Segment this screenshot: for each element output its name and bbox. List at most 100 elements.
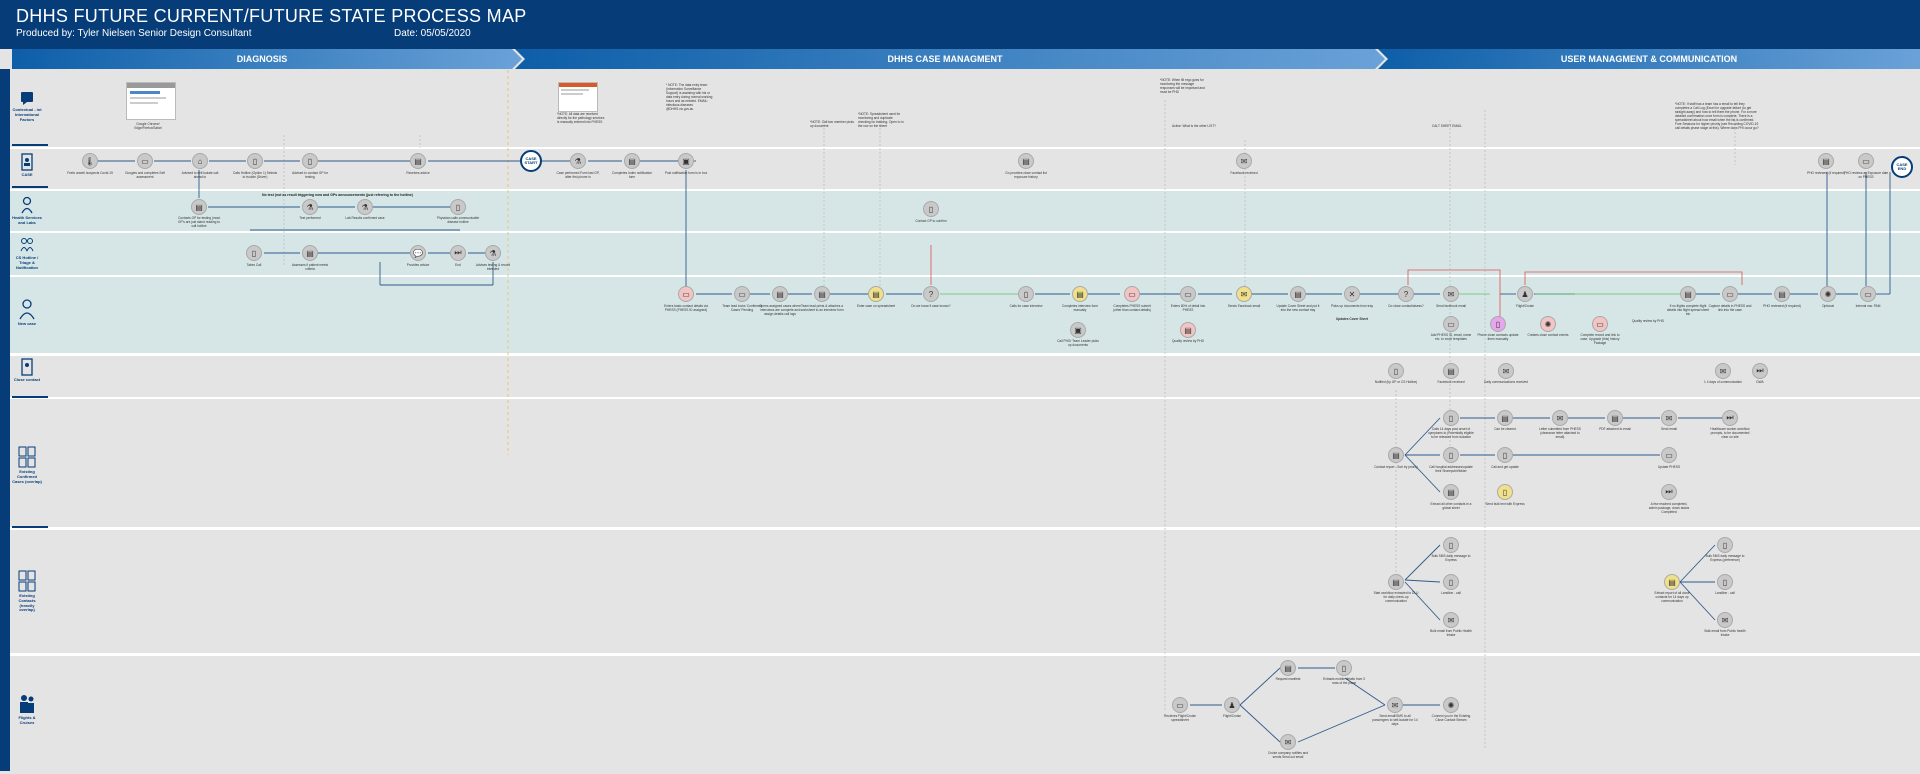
email-icon: ✉ [1715,363,1731,379]
node-caption: Contact report - Sort by priority [1374,465,1418,469]
node-caption: Bulk SMS daily message to Express (prefe… [1705,554,1745,562]
node-caption: Advises testing & record intended [475,263,511,271]
network-alert-icon: ✺ [1540,316,1556,332]
document-alert-icon: ▤ [1180,322,1196,338]
email-icon: ✉ [1661,410,1677,426]
node-caption: Bulk email from Public Health Intake [1430,629,1472,637]
travellers-icon: ♟ [1517,286,1533,302]
node-caption: Update Cover Sheet and put it into the n… [1276,304,1320,312]
node-caption: Send email [1661,427,1677,431]
email-icon: ✉ [1552,410,1568,426]
spreadsheet-icon: ▤ [868,286,884,302]
document-icon: ▤ [1388,447,1404,463]
question-icon: ? [1398,286,1414,302]
node-caption: Completes Index notification form [611,171,653,179]
email-icon: ✉ [1236,286,1252,302]
document-icon: ▤ [814,286,830,302]
node-caption: End [455,263,461,267]
left-strip [0,69,10,771]
document-icon: ▤ [1443,363,1459,379]
email-icon: ✉ [1236,153,1252,169]
node-caption: Receives advice [406,171,430,175]
group-grid-icon [18,570,36,592]
header-bar: DHHS FUTURE CURRENT/FUTURE STATE PROCESS… [0,0,1920,49]
node-caption: Takes Call [246,263,262,267]
node-caption: Team lead looks 'Confirmed Cases' Pendin… [722,304,762,312]
end-icon: ⏭ [1661,484,1677,500]
node-caption: Test performed [299,216,321,220]
phone-icon: ▯ [302,153,318,169]
hotline-people-icon [20,238,34,252]
browser-screenshot-image [126,82,176,120]
email-icon: ✉ [1498,363,1514,379]
document-icon: ▤ [1607,410,1623,426]
document-icon: ▤ [624,153,640,169]
lane-label-existing-confirmed: Existing Confirmed Cases (overlap) [12,446,42,484]
monitor-alert-icon: ▭ [1592,316,1608,332]
document-icon: ▤ [1443,484,1459,500]
phone-icon: ▯ [1336,660,1352,676]
note-active: Active: What is the other LIST? [1172,124,1216,128]
node-caption: Sends Facebook email [1227,304,1261,308]
node-caption: Do close contact/aisess? [1388,304,1424,308]
node-caption: Calls Hotline (Option 1) Selects to trou… [232,171,278,179]
end-icon: ⏭ [1752,363,1768,379]
phone-icon: ▯ [247,153,263,169]
node-caption: Contacts GP for testing (most GP's are j… [178,216,220,228]
phone-icon: ▯ [1717,574,1733,590]
person-badge-icon [21,153,33,171]
monitor-icon: ▭ [1661,447,1677,463]
phone-icon: ▯ [1717,537,1733,553]
lane-intl [10,69,1920,147]
phone-alert-icon: ▯ [1490,316,1506,332]
lane-cs [10,231,1920,277]
node-caption: Notified (by GP or CS Hotline) [1374,380,1418,384]
lane-label-existing-contacts: Existing Contacts (heavily overlap) [12,570,42,613]
test-tubes-icon: ⚗ [570,153,586,169]
monitor-icon: ▭ [1180,286,1196,302]
email-icon: ✉ [1387,697,1403,713]
lane-flights [10,653,1920,774]
document-icon: ▤ [410,153,426,169]
monitor-alert-icon: ▭ [678,286,694,302]
monitor-icon: ▭ [1860,286,1876,302]
test-tubes-icon: ⚗ [302,199,318,215]
lane-label-newcase: New case [12,298,42,327]
phone-icon: ▯ [1388,363,1404,379]
phone-icon: ▯ [1443,410,1459,426]
phase-arrow-case [515,49,1385,69]
document-icon: ▤ [1280,660,1296,676]
network-icon: ✺ [1443,697,1459,713]
phone-icon: ▯ [1443,574,1459,590]
note-right: *NOTE: If staff has a team has a email t… [1675,102,1759,130]
document-icon: ▤ [1388,574,1404,590]
node-caption: Complete record and link to case. Upgrad… [1580,333,1620,345]
produced-by: Produced by: Tyler Nielsen Senior Design… [16,28,252,39]
monitor-icon: ▭ [1722,286,1738,302]
phase-user-management: USER MANAGMENT & COMMUNICATION [1560,54,1738,64]
form-icon: ▤ [1072,286,1088,302]
node-caption: Feels unwell /suspects Covid-19 [67,171,113,175]
phase-diagnosis: DIAGNOSIS [236,54,288,64]
form-screenshot-image [558,82,598,112]
node-caption: Phone close contacts update them manuall… [1477,333,1519,341]
document-icon: ▤ [191,199,207,215]
node-caption: Add PHESS ID, email, name etc. to excel … [1430,333,1472,341]
node-caption: Send bulk text with Express [1485,502,1525,506]
node-caption: Optional [1822,304,1834,308]
node-caption: Contact GP to confirm [915,219,947,223]
contact-person-icon [21,358,33,376]
question-icon: ? [923,286,939,302]
travellers-icon: ♟ [1224,697,1240,713]
document-icon: ▤ [772,286,788,302]
node-caption: Send facebook email [1436,304,1466,308]
node-caption: A few reached completed, admin package, … [1648,502,1690,514]
node-caption: Extract report of all close contacts for… [1654,591,1690,603]
lane-label-health: Health Services and Labs [12,196,42,226]
node-caption: Updates Cover Sheet [1335,317,1369,321]
note-google: Google Chrome/ Edge/Firefox/Safari [134,122,162,130]
node-caption: Healthcare worker workflow prompts, to b… [1710,427,1750,439]
node-caption: Flight/Cruise [1223,714,1241,718]
phase-arrow-diagnosis [12,49,522,69]
node-caption: Team lead prints & attaches a worksheet … [800,304,844,312]
